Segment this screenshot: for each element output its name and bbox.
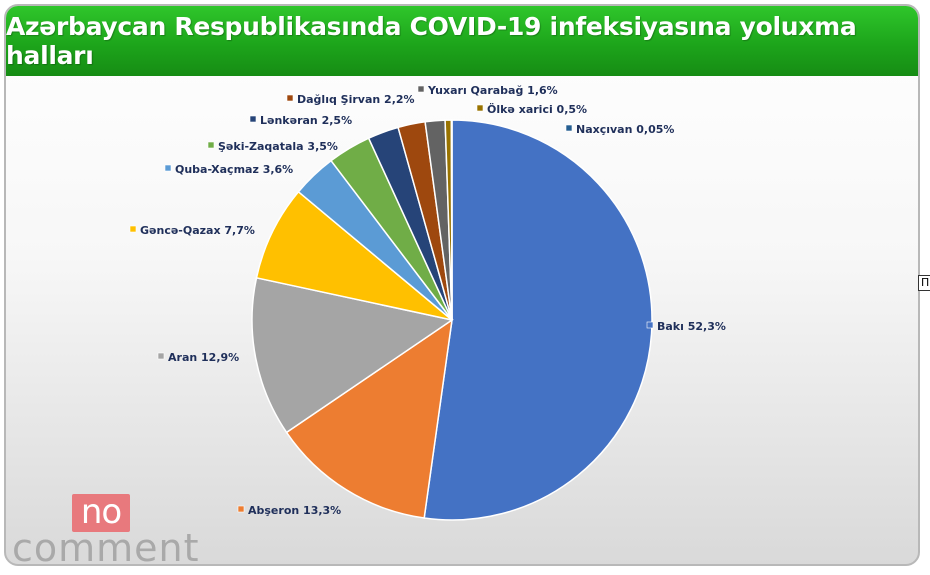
pie-labels: Bakı 52,3% Abşeron 13,3% Aran 12,9% Gəncə-Q… [129, 84, 726, 517]
data-label-5: Şəki-Zaqatala 3,5% [218, 140, 338, 153]
legend-marker-0 [646, 321, 654, 329]
data-label-2: Aran 12,9% [168, 351, 239, 364]
pie-slice-2 [251, 276, 454, 434]
watermark-logo-box: no [72, 494, 130, 532]
legend-marker-8 [417, 85, 425, 93]
data-label-0: Bakı 52,3% [657, 320, 726, 333]
pie-slice-0 [423, 119, 653, 521]
data-label-10: Naxçıvan 0,05% [576, 123, 674, 136]
legend-marker-5 [207, 141, 215, 149]
watermark-logo-text: comment [12, 526, 200, 570]
data-label-6: Lənkəran 2,5% [260, 114, 352, 127]
side-stub: П [918, 275, 930, 291]
data-label-8: Yuxarı Qarabağ 1,6% [427, 84, 558, 97]
data-label-3: Gəncə-Qazax 7,7% [140, 224, 255, 237]
pie-slice-3 [255, 190, 453, 321]
legend-marker-1 [237, 505, 245, 513]
legend-marker-2 [157, 352, 165, 360]
title-bar: Azərbaycan Respublikasında COVID-19 infe… [6, 6, 918, 76]
data-label-9: Ölkə xarici 0,5% [487, 102, 587, 116]
chart-title: Azərbaycan Respublikasında COVID-19 infe… [6, 12, 857, 70]
legend-marker-6 [249, 115, 257, 123]
pie-slices [251, 119, 653, 521]
data-label-4: Quba-Xaçmaz 3,6% [175, 163, 293, 176]
data-label-1: Abşeron 13,3% [248, 504, 341, 517]
pie-slice-1 [285, 318, 453, 519]
legend-marker-10 [565, 124, 573, 132]
legend-marker-3 [129, 225, 137, 233]
legend-marker-7 [286, 94, 294, 102]
data-label-7: Dağlıq Şirvan 2,2% [297, 93, 415, 106]
pie-slice-10 [450, 119, 453, 321]
legend-marker-9 [476, 104, 484, 112]
legend-marker-4 [164, 164, 172, 172]
